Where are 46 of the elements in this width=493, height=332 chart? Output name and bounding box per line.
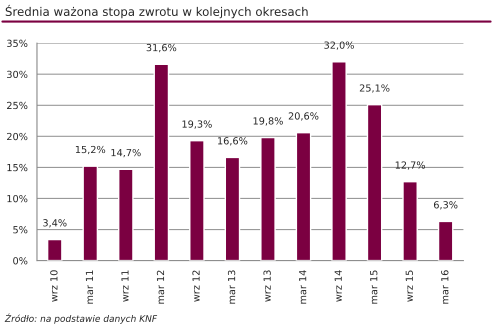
x-tick-label: wrz 15 (406, 270, 413, 302)
y-tick-label: 5% (13, 226, 28, 234)
y-tick-label: 15% (7, 164, 28, 172)
data-label: 12,7% (396, 161, 426, 170)
bar (82, 165, 98, 261)
data-label: 20,6% (288, 112, 318, 121)
bar (154, 64, 170, 261)
data-label: 19,3% (182, 120, 212, 129)
data-label: 15,2% (76, 146, 106, 154)
x-tick-label: wrz 14 (334, 270, 342, 302)
data-label: 3,4% (43, 219, 67, 228)
data-label: 19,8% (254, 117, 283, 126)
x-tick-label: wrz 12 (192, 270, 200, 302)
data-label: 16,6% (218, 137, 248, 146)
chart-title: Średnia ważona stopa zwrotu w kolejnych okresach (6, 4, 308, 18)
y-tick-label: 10% (7, 194, 28, 202)
data-label: 25,1% (360, 84, 390, 93)
x-tick-label: wrz 11 (121, 270, 128, 302)
bar (331, 61, 347, 261)
x-tick-label: mar 15 (370, 270, 378, 304)
data-label: 31,6% (146, 44, 176, 52)
x-tick-label: mar 12 (156, 270, 164, 304)
y-tick-label: 25% (7, 102, 28, 110)
bar (296, 132, 312, 261)
data-label: 6,3% (434, 201, 458, 210)
bar (366, 104, 382, 261)
y-tick-label: 30% (7, 70, 28, 78)
data-label: 14,7% (111, 148, 141, 158)
y-tick-label: 0% (13, 257, 28, 264)
bar (260, 136, 276, 261)
x-tick-label: mar 16 (441, 270, 448, 304)
bar (224, 156, 240, 261)
x-tick-label: mar 13 (228, 270, 236, 304)
bar (189, 140, 205, 261)
bar (118, 168, 134, 261)
text: Źródło: na podstawie danych KNF (4, 313, 158, 324)
x-tick-label: wrz 10 (50, 270, 58, 302)
data-label: 32,0% (324, 41, 354, 50)
x-tick-label: mar 11 (86, 270, 94, 304)
bar (46, 238, 63, 261)
y-tick-label: 20% (7, 132, 28, 140)
x-tick-label: mar 14 (299, 270, 306, 304)
y-tick-label: 35% (7, 40, 28, 47)
bar (438, 220, 454, 261)
x-tick-label: wrz 13 (263, 270, 271, 302)
bar (402, 181, 418, 261)
